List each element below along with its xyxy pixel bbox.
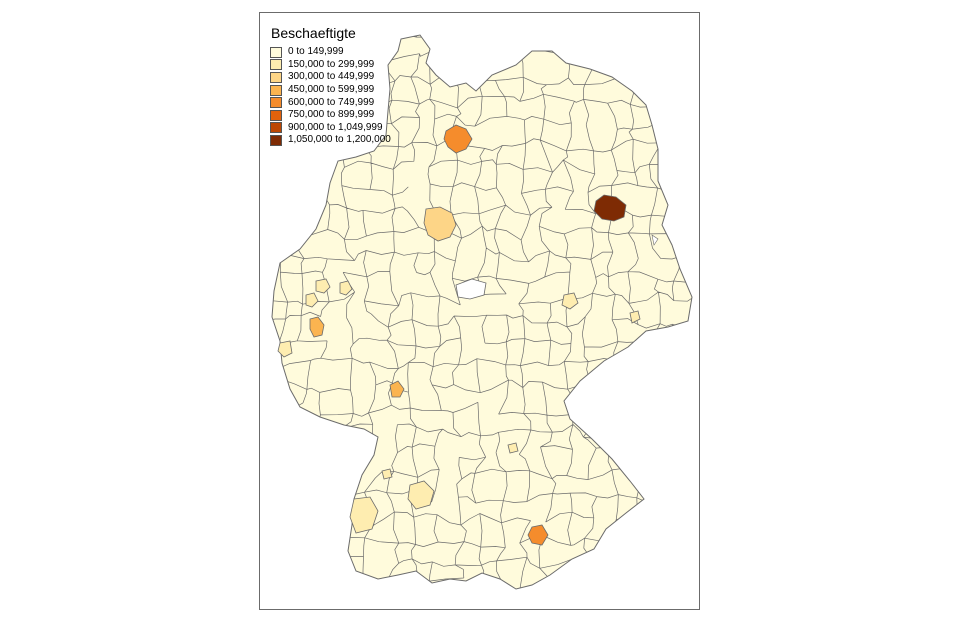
- district-ruhr-1[interactable]: [315, 278, 331, 294]
- legend-label: 300,000 to 449,999: [288, 71, 375, 83]
- legend-item: 300,000 to 449,999: [270, 71, 391, 84]
- legend-label: 900,000 to 1,049,999: [288, 121, 383, 133]
- district-leipzig[interactable]: [561, 292, 579, 310]
- legend-item: 1,050,000 to 1,200,000: [270, 134, 391, 147]
- map-frame: Beschaeftigte 0 to 149,999 150,000 to 299…: [259, 12, 700, 610]
- district-berlin[interactable]: [593, 194, 627, 222]
- legend-swatch: [270, 71, 282, 83]
- legend-title: Beschaeftigte: [271, 25, 356, 41]
- legend-label: 1,050,000 to 1,200,000: [288, 134, 391, 146]
- legend-items: 0 to 149,999 150,000 to 299,999 300,000 to…: [270, 46, 391, 147]
- district-duesseldorf[interactable]: [305, 292, 319, 308]
- bay-area: [651, 234, 659, 246]
- water-area: [455, 278, 487, 300]
- legend-swatch: [270, 59, 282, 71]
- legend-label: 600,000 to 749,999: [288, 96, 375, 108]
- legend-item: 750,000 to 899,999: [270, 109, 391, 122]
- legend-swatch: [270, 84, 282, 96]
- district-hamburg[interactable]: [443, 124, 473, 154]
- district-hannover[interactable]: [423, 206, 457, 242]
- legend: Beschaeftigte 0 to 149,999 150,000 to 299…: [270, 25, 391, 147]
- legend-swatch: [270, 122, 282, 134]
- legend-item: 450,000 to 599,999: [270, 84, 391, 97]
- district-koeln[interactable]: [309, 316, 325, 338]
- legend-swatch: [270, 97, 282, 109]
- legend-swatch: [270, 134, 282, 146]
- legend-swatch: [270, 109, 282, 121]
- district-dresden[interactable]: [629, 310, 641, 324]
- legend-label: 150,000 to 299,999: [288, 58, 375, 70]
- legend-item: 0 to 149,999: [270, 46, 391, 59]
- legend-label: 750,000 to 899,999: [288, 109, 375, 121]
- germany-outline: [271, 34, 693, 590]
- legend-item: 150,000 to 299,999: [270, 59, 391, 72]
- legend-label: 0 to 149,999: [288, 46, 344, 58]
- district-nuernberg[interactable]: [507, 442, 519, 454]
- district-muenchen[interactable]: [527, 524, 549, 546]
- district-aachen[interactable]: [277, 340, 293, 358]
- legend-item: 600,000 to 749,999: [270, 96, 391, 109]
- germany-choropleth-map: [271, 34, 693, 590]
- legend-swatch: [270, 46, 282, 58]
- district-ruhr-2[interactable]: [339, 280, 353, 296]
- district-freiburg[interactable]: [349, 496, 379, 534]
- legend-item: 900,000 to 1,049,999: [270, 122, 391, 135]
- district-stuttgart[interactable]: [407, 480, 435, 510]
- legend-label: 450,000 to 599,999: [288, 84, 375, 96]
- highlighted-districts: [277, 124, 641, 546]
- district-frankfurt[interactable]: [389, 380, 405, 398]
- district-karlsruhe[interactable]: [381, 468, 393, 480]
